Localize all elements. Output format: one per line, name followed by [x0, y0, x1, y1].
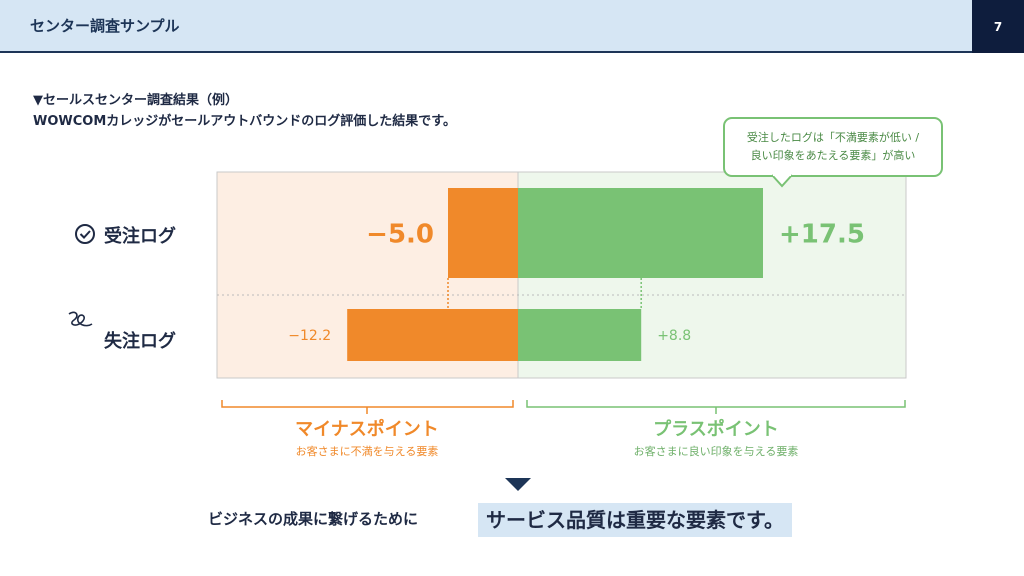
callout-line-1: 受注したログは「不満要素が低い / [746, 131, 920, 144]
conclusion-text: ビジネスの成果に繋げるために [208, 510, 419, 528]
bar-negative-1 [347, 309, 518, 361]
positive-bracket [526, 400, 906, 414]
label-positive-1: +8.8 [657, 328, 691, 344]
callout-tail [771, 174, 793, 188]
bar-positive-0 [518, 188, 763, 278]
label-negative-1: −12.2 [288, 328, 331, 344]
header-divider [0, 51, 1024, 53]
check-circle-icon [75, 224, 95, 244]
label-negative-0: −5.0 [366, 219, 434, 249]
section-caption: ▼セールスセンター調査結果（例） [33, 93, 238, 108]
row-label-lost: 失注ログ [104, 331, 176, 352]
bar-positive-1 [518, 309, 642, 361]
page-number: 7 [972, 0, 1024, 53]
scribble-icon [68, 311, 93, 327]
row-label-won: 受注ログ [104, 226, 176, 247]
negative-group-sublabel: お客さまに不満を与える要素 [296, 444, 439, 458]
section-description: WOWCOMカレッジがセールアウトバウンドのログ評価した結果です。 [33, 114, 456, 129]
bar-negative-0 [448, 188, 518, 278]
negative-bracket [221, 400, 514, 414]
down-arrow-icon [505, 478, 531, 491]
conclusion-highlight: サービス品質は重要な要素です。 [478, 503, 792, 537]
page-title: センター調査サンプル [30, 17, 180, 35]
callout-bubble: 受注したログは「不満要素が低い / 良い印象をあたえる要素」が高い [723, 117, 943, 177]
label-positive-0: +17.5 [779, 219, 865, 249]
callout-line-2: 良い印象をあたえる要素」が高い [750, 149, 916, 162]
positive-group-label: プラスポイント [653, 418, 779, 440]
positive-group-sublabel: お客さまに良い印象を与える要素 [634, 444, 799, 458]
header-bar [0, 0, 1024, 52]
negative-group-label: マイナスポイント [295, 418, 439, 440]
